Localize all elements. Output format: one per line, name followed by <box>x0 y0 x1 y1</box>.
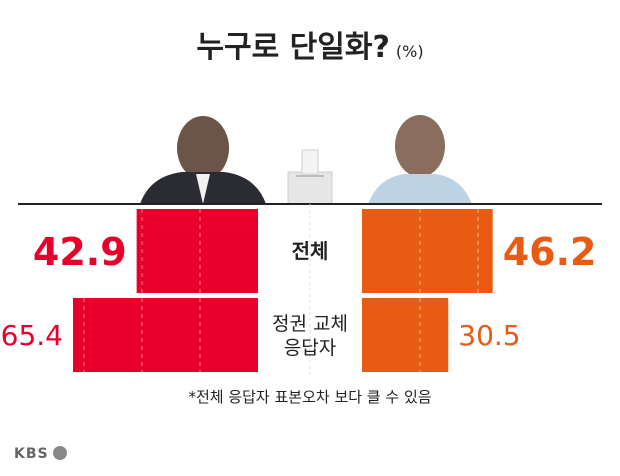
left-value-label: 42.9 <box>33 230 127 274</box>
chart-title: 누구로 단일화? (%) <box>0 22 620 66</box>
category-label: 전체 <box>292 239 329 263</box>
logo-text: KBS <box>14 446 49 462</box>
category-label: 정권 교체 응답자 <box>272 313 348 359</box>
chart-unit: (%) <box>395 42 424 61</box>
left-person-icon <box>140 116 266 204</box>
left-bar <box>73 298 258 372</box>
kbs-logo: KBS <box>14 446 67 462</box>
right-value-label: 30.5 <box>458 319 520 352</box>
ballot-box-icon <box>287 149 333 205</box>
left-bar <box>136 209 258 293</box>
right-value-label: 46.2 <box>503 230 597 274</box>
chart-title-text: 누구로 단일화? <box>196 30 390 65</box>
bars-group <box>73 209 493 372</box>
right-person-icon <box>368 115 472 204</box>
labels-group: 42.9 46.2 전체 65.4 30.5 정권 교체 응답자 <box>1 230 597 359</box>
footnote: *전체 응답자 표본오차 보다 클 수 있음 <box>188 388 432 406</box>
right-bar <box>362 209 493 293</box>
logo-dot-icon <box>52 446 67 460</box>
right-bar <box>362 298 449 372</box>
left-value-label: 65.4 <box>1 319 63 352</box>
